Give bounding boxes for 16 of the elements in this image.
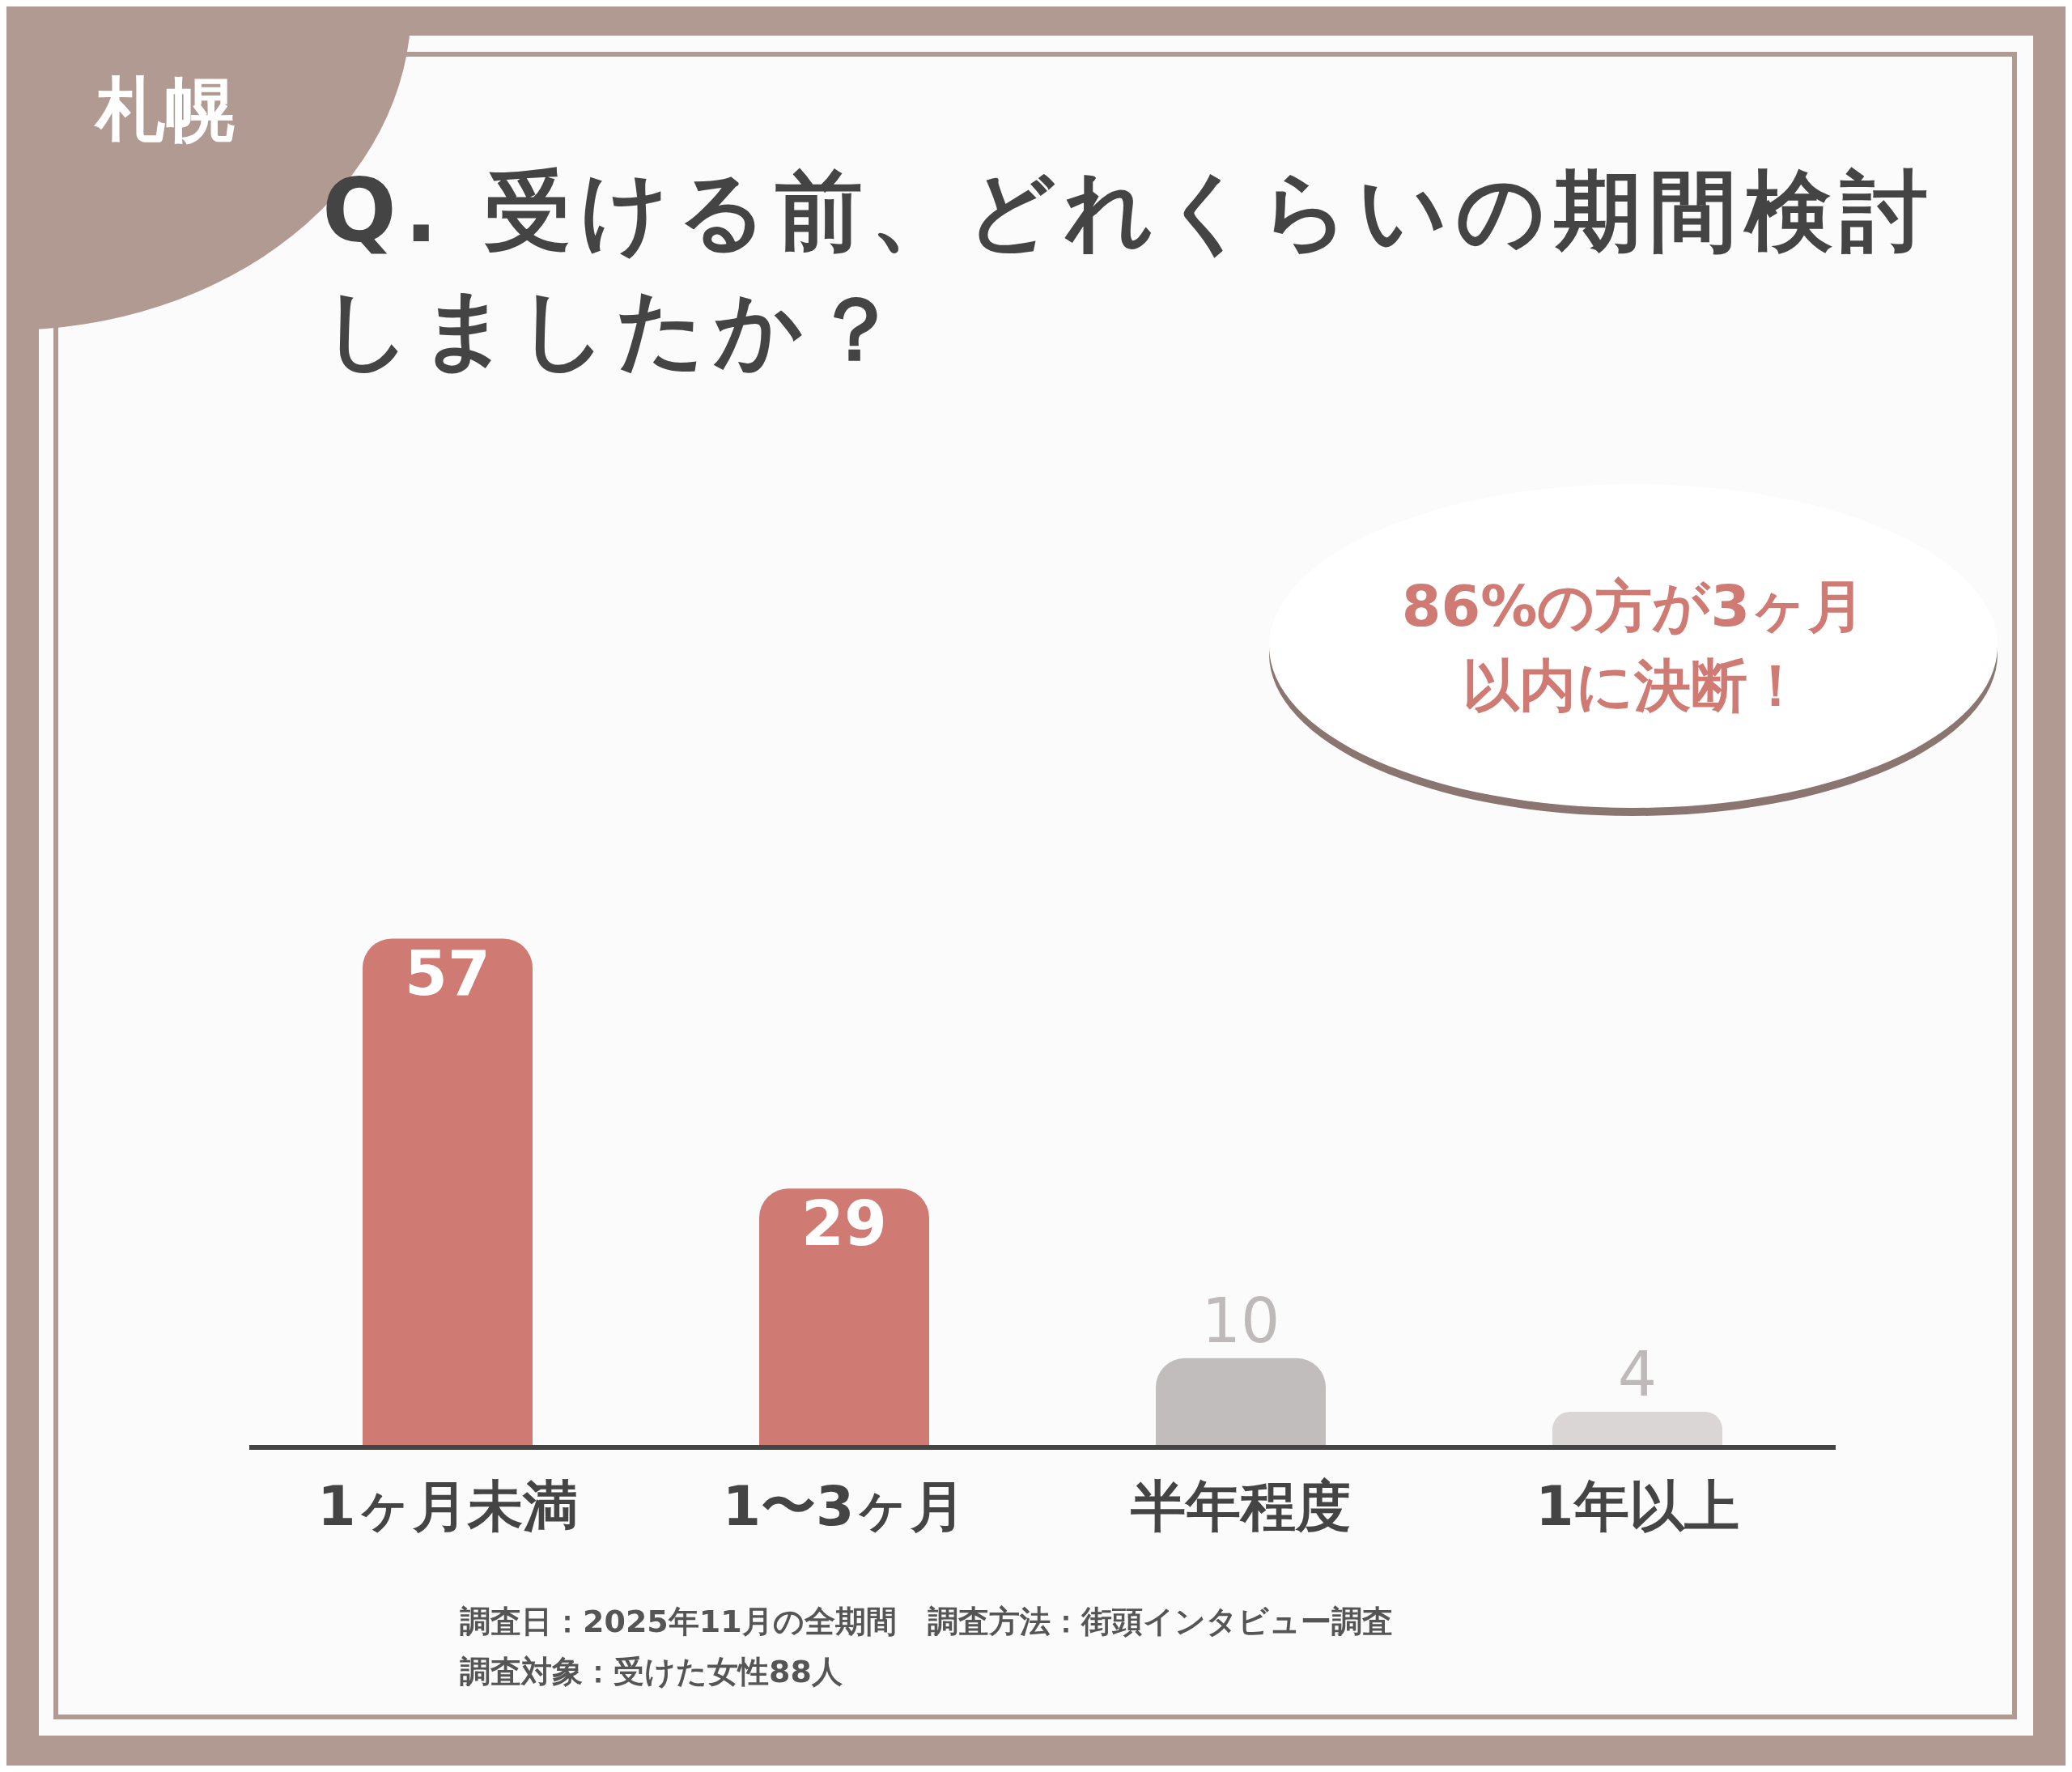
bar	[363, 938, 533, 1447]
data-label: 29	[801, 1188, 887, 1260]
bar	[1552, 1411, 1722, 1447]
bar	[1156, 1358, 1326, 1447]
chart-subtitle: 札幌	[96, 68, 235, 151]
x-tick-label: 1年以上	[1535, 1474, 1739, 1539]
data-label: 57	[405, 937, 490, 1010]
bar	[759, 1188, 929, 1447]
text: 調査対象：受けた女性88人	[460, 1653, 843, 1691]
x-tick-label: 1ヶ月未満	[317, 1474, 578, 1539]
data-label: 10	[1201, 1284, 1280, 1357]
x-tick-label: 1〜3ヶ月	[722, 1474, 966, 1539]
text: 調査日：2025年11月の全期間 調査方法：街頭インタビュー調査	[460, 1603, 1393, 1641]
data-label: 4	[1617, 1337, 1658, 1410]
x-tick-label: 半年程度	[1130, 1474, 1351, 1539]
chart-title: Q. 受ける前、どれくらいの期間検討しましたか？	[322, 159, 1938, 381]
